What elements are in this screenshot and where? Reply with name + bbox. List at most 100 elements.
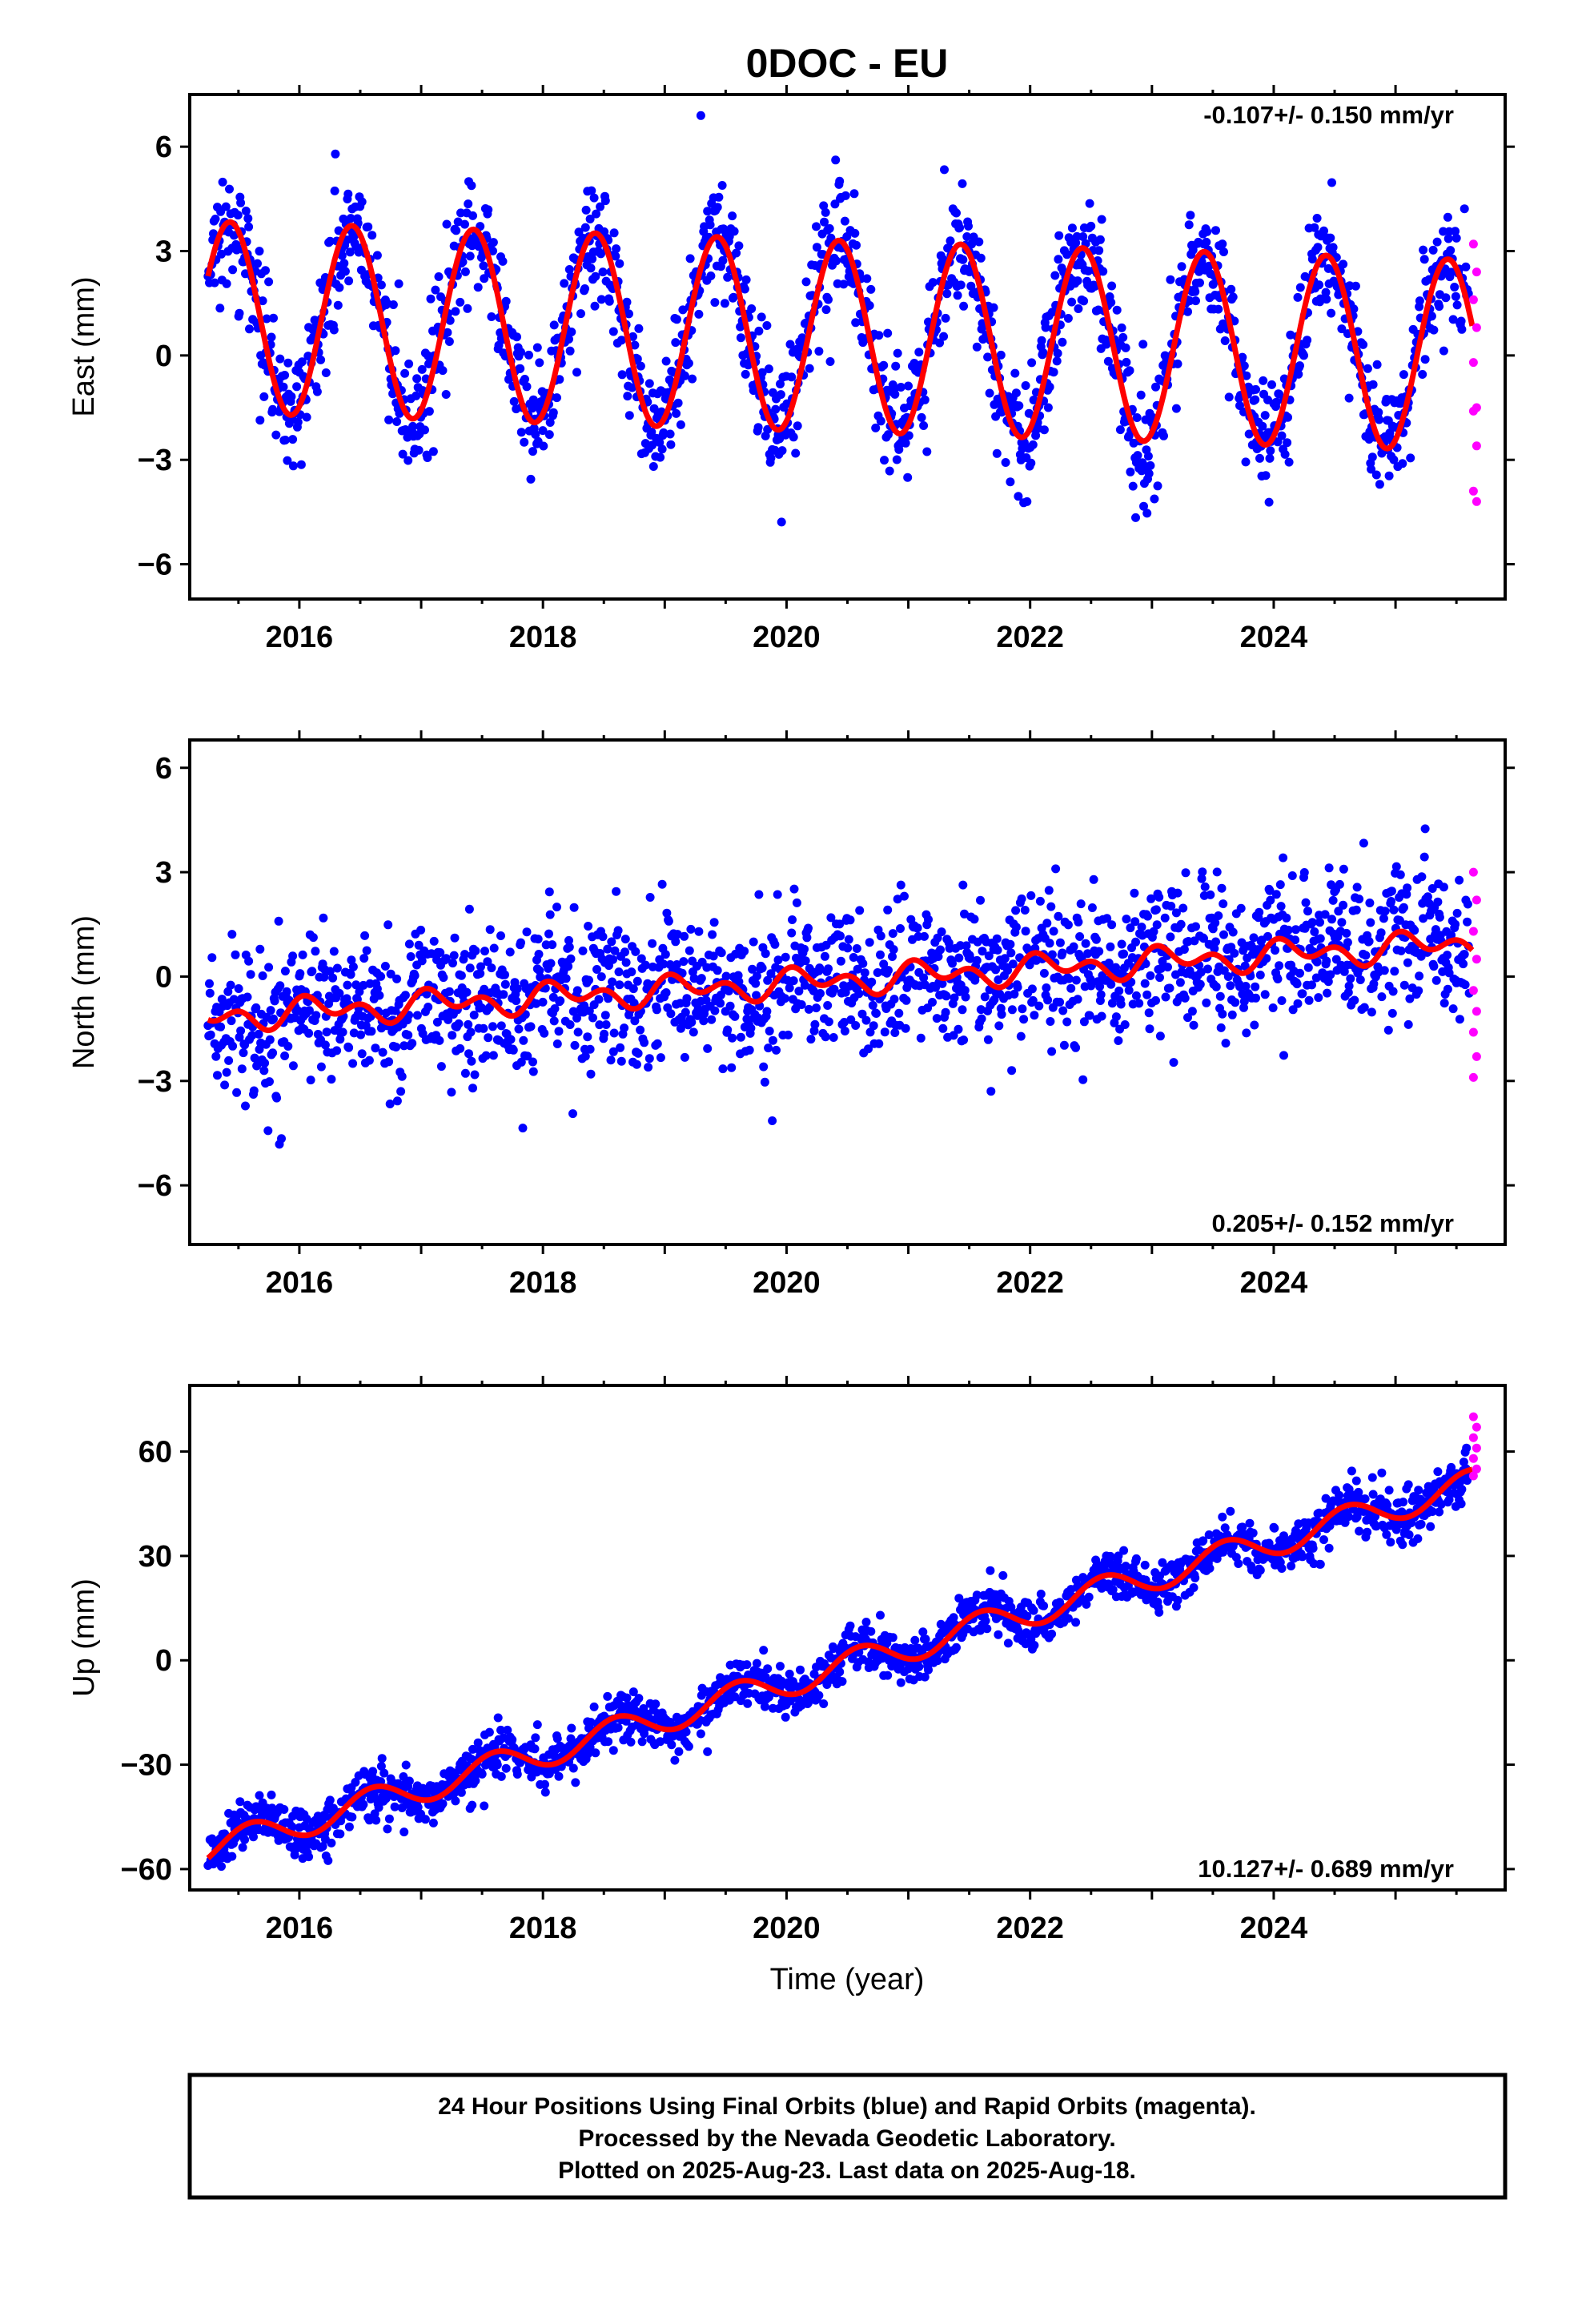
data-point xyxy=(810,1019,820,1029)
data-point xyxy=(942,289,952,299)
data-point xyxy=(896,924,905,933)
data-point xyxy=(412,374,422,384)
data-point xyxy=(1447,931,1456,940)
data-point xyxy=(585,215,595,223)
data-point xyxy=(889,945,898,955)
data-point xyxy=(694,927,704,936)
data-point xyxy=(348,1059,358,1068)
data-point xyxy=(893,895,902,904)
data-point xyxy=(1334,907,1343,916)
data-point xyxy=(1034,1001,1044,1011)
rapid-point xyxy=(1468,1072,1478,1082)
x-tick-label: 2016 xyxy=(266,1266,334,1300)
data-point xyxy=(234,984,243,993)
data-point xyxy=(845,915,855,925)
data-point xyxy=(404,939,414,949)
data-point xyxy=(796,1665,805,1675)
data-point xyxy=(938,1023,948,1033)
data-point xyxy=(596,202,605,211)
data-point xyxy=(651,1699,661,1709)
data-point xyxy=(1311,973,1321,983)
data-point xyxy=(763,1664,773,1674)
data-point xyxy=(564,943,574,952)
data-point xyxy=(552,1734,562,1743)
data-point xyxy=(924,915,933,924)
data-point xyxy=(1011,906,1021,915)
data-point xyxy=(588,1013,597,1023)
data-point xyxy=(376,1762,386,1771)
data-point xyxy=(526,1022,536,1031)
data-point xyxy=(480,1801,489,1811)
data-point xyxy=(1011,923,1021,932)
data-point xyxy=(634,324,644,333)
data-point xyxy=(564,962,573,971)
data-point xyxy=(274,916,283,926)
data-point xyxy=(1028,995,1038,1005)
data-point xyxy=(900,891,909,901)
data-point xyxy=(308,933,318,943)
data-point xyxy=(499,990,508,999)
data-point xyxy=(946,236,955,246)
data-point xyxy=(889,995,899,1004)
data-point xyxy=(904,1664,913,1674)
data-point xyxy=(1132,413,1142,422)
data-point xyxy=(922,447,932,456)
data-point xyxy=(941,1007,950,1017)
data-point xyxy=(564,265,574,274)
data-point xyxy=(1238,352,1247,362)
data-point xyxy=(777,517,786,527)
data-point xyxy=(781,1712,790,1722)
rapid-point xyxy=(1468,295,1478,304)
data-point xyxy=(904,431,913,440)
data-point xyxy=(1108,1585,1118,1594)
data-point xyxy=(324,999,334,1008)
data-point xyxy=(789,976,798,986)
data-point xyxy=(746,1023,756,1033)
data-point xyxy=(768,1035,777,1045)
data-point xyxy=(1160,913,1170,923)
data-point xyxy=(1140,1560,1150,1570)
data-point xyxy=(460,267,470,276)
data-point xyxy=(221,202,231,211)
data-point xyxy=(470,1070,480,1080)
data-point xyxy=(1240,961,1250,971)
data-point xyxy=(210,278,219,287)
data-point xyxy=(392,417,402,426)
data-point xyxy=(293,417,303,427)
data-point xyxy=(1216,1023,1226,1032)
data-point xyxy=(249,1832,258,1842)
data-point xyxy=(360,931,370,940)
data-point xyxy=(1435,302,1444,312)
data-point xyxy=(298,950,307,959)
data-point xyxy=(1154,1607,1164,1617)
data-point xyxy=(441,954,451,963)
data-point xyxy=(1140,979,1150,988)
data-point xyxy=(862,274,872,283)
data-point xyxy=(958,880,968,890)
data-point xyxy=(471,946,480,955)
x-tick-label: 2018 xyxy=(509,1266,577,1300)
data-point xyxy=(404,1776,414,1786)
data-point xyxy=(340,267,350,276)
data-point xyxy=(335,283,344,292)
x-axis: 2016 2018 2020 2022 2024 xyxy=(237,85,1458,654)
data-point xyxy=(608,327,618,336)
data-point xyxy=(603,944,612,954)
data-point xyxy=(1143,911,1152,921)
data-point xyxy=(620,947,629,957)
data-point xyxy=(1104,959,1114,967)
data-point xyxy=(1315,934,1325,943)
data-point xyxy=(1414,986,1423,995)
data-point xyxy=(1084,1592,1094,1602)
data-point xyxy=(1026,891,1036,900)
data-point xyxy=(1045,382,1054,392)
data-point xyxy=(888,929,897,939)
data-point xyxy=(1279,853,1288,862)
data-point xyxy=(1030,1641,1039,1650)
data-point xyxy=(363,222,373,231)
data-point xyxy=(1112,305,1122,315)
data-point xyxy=(603,1691,612,1701)
data-point xyxy=(1191,296,1200,306)
data-point xyxy=(1086,975,1095,984)
